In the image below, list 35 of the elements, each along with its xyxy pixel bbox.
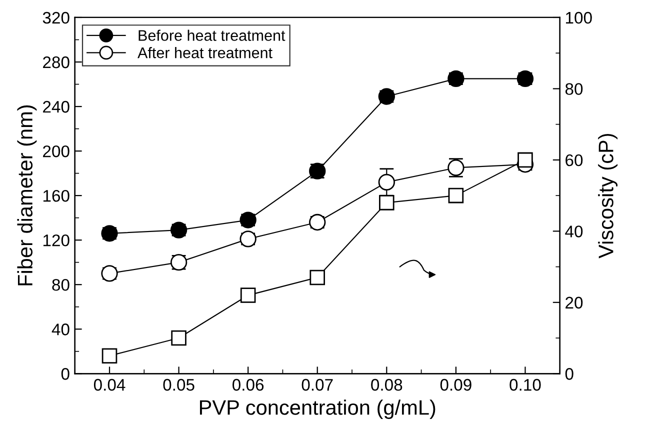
y2-tick-label: 100 xyxy=(566,12,592,24)
x-tick-label: 0.08 xyxy=(371,378,402,391)
y2-tick-label: 80 xyxy=(565,83,583,95)
point xyxy=(102,348,118,364)
y-tick-label: 160 xyxy=(43,190,70,202)
y-tick-label: 280 xyxy=(43,56,70,68)
y-tick-label: 0 xyxy=(61,368,70,380)
x-tick-label: 0.07 xyxy=(302,378,333,391)
x-tick-label: 0.05 xyxy=(163,378,194,391)
y-tick-label: 320 xyxy=(42,12,70,24)
x-axis-title: PVP concentration (g/mL) xyxy=(200,400,436,420)
point xyxy=(171,330,186,346)
y-tick-label: 80 xyxy=(52,278,70,291)
y2-axis-title: Viscosity (cP) xyxy=(598,134,618,258)
y2-tick-label: 60 xyxy=(566,154,583,166)
x-tick-label: 0.09 xyxy=(440,378,472,391)
y2-tick-label: 20 xyxy=(566,296,583,309)
y-tick-label: 200 xyxy=(43,145,70,158)
y-tick-label: 40 xyxy=(52,324,70,336)
x-tick-label: 0.06 xyxy=(232,378,264,391)
point xyxy=(240,288,256,303)
point xyxy=(379,195,394,210)
y2-tick-label: 40 xyxy=(565,226,583,238)
point xyxy=(378,174,395,191)
legend-label: After heat treatment xyxy=(138,47,272,58)
y-axis-title: Fiber diameter (nm) xyxy=(17,105,37,286)
y-tick-label: 240 xyxy=(43,100,70,113)
x-tick-label: 0.10 xyxy=(510,378,541,391)
y-tick-label: 120 xyxy=(43,234,70,246)
point xyxy=(518,152,533,168)
point xyxy=(448,188,464,204)
legend-label: Before heat treatment xyxy=(138,30,286,41)
point xyxy=(310,270,325,286)
y2-tick-label: 0 xyxy=(565,368,574,380)
x-tick-label: 0.04 xyxy=(94,378,126,391)
